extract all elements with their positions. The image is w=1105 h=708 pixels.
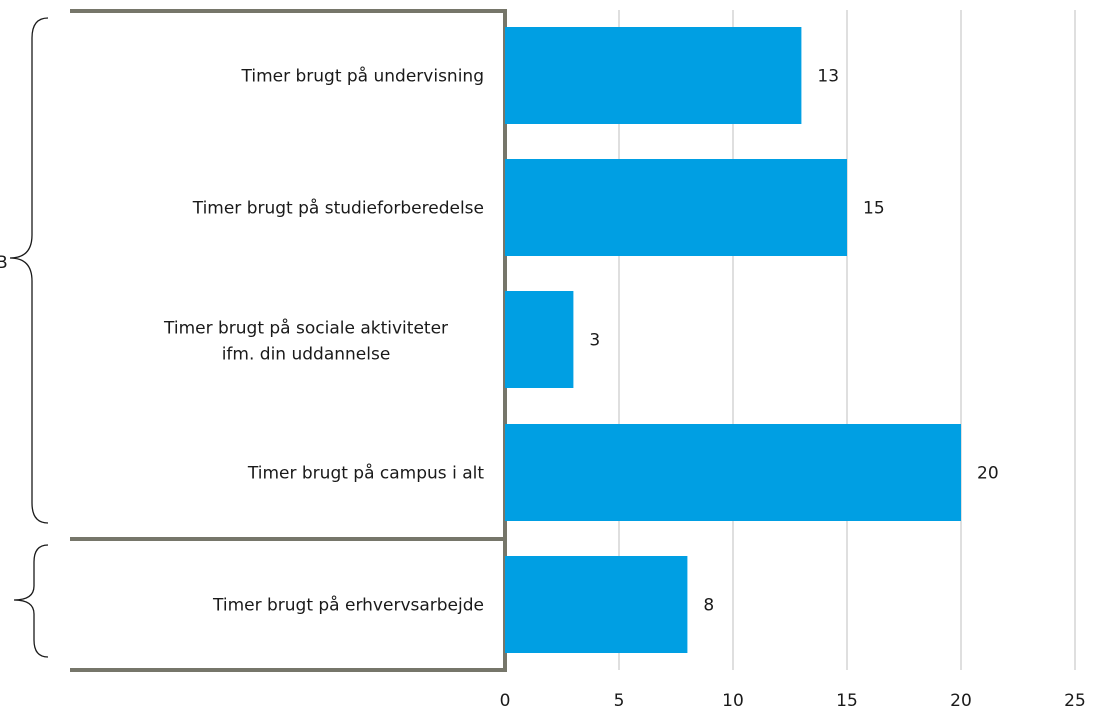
data-label: 3 bbox=[589, 331, 600, 351]
group-brace-top bbox=[9, 17, 49, 524]
data-label: 20 bbox=[977, 464, 999, 484]
group-brace-bottom bbox=[13, 544, 49, 658]
tick-label: 0 bbox=[500, 691, 511, 708]
value-labels: 13 15 3 20 8 bbox=[589, 67, 998, 616]
group-frame-top bbox=[70, 9, 507, 541]
group-labels: B bbox=[0, 253, 8, 273]
tick-label: 5 bbox=[614, 691, 625, 708]
bar bbox=[505, 291, 574, 388]
tick-label: 10 bbox=[722, 691, 744, 708]
data-label: 13 bbox=[817, 67, 839, 87]
data-label: 8 bbox=[703, 596, 714, 616]
bar bbox=[505, 424, 961, 521]
bars bbox=[505, 27, 961, 653]
tick-label: 15 bbox=[836, 691, 858, 708]
category-label: Timer brugt på studieforberedelse bbox=[192, 198, 484, 219]
data-label: 15 bbox=[863, 199, 885, 219]
category-label: Timer brugt på campus i alt bbox=[247, 463, 484, 484]
category-label: Timer brugt på sociale aktiviteter ifm. d… bbox=[163, 318, 448, 365]
category-label: Timer brugt på erhvervsarbejde bbox=[212, 595, 484, 616]
category-labels: Timer brugt på undervisning Timer brugt p… bbox=[163, 66, 484, 616]
bar bbox=[505, 159, 847, 256]
category-label: Timer brugt på undervisning bbox=[240, 66, 484, 87]
bar bbox=[505, 556, 688, 653]
category-frames bbox=[70, 9, 507, 672]
x-axis-ticks: 0 5 10 15 20 25 bbox=[500, 691, 1086, 708]
tick-label: 20 bbox=[950, 691, 972, 708]
tick-label: 25 bbox=[1064, 691, 1086, 708]
bar bbox=[505, 27, 802, 124]
group-braces bbox=[9, 17, 49, 658]
group-label: B bbox=[0, 253, 8, 273]
